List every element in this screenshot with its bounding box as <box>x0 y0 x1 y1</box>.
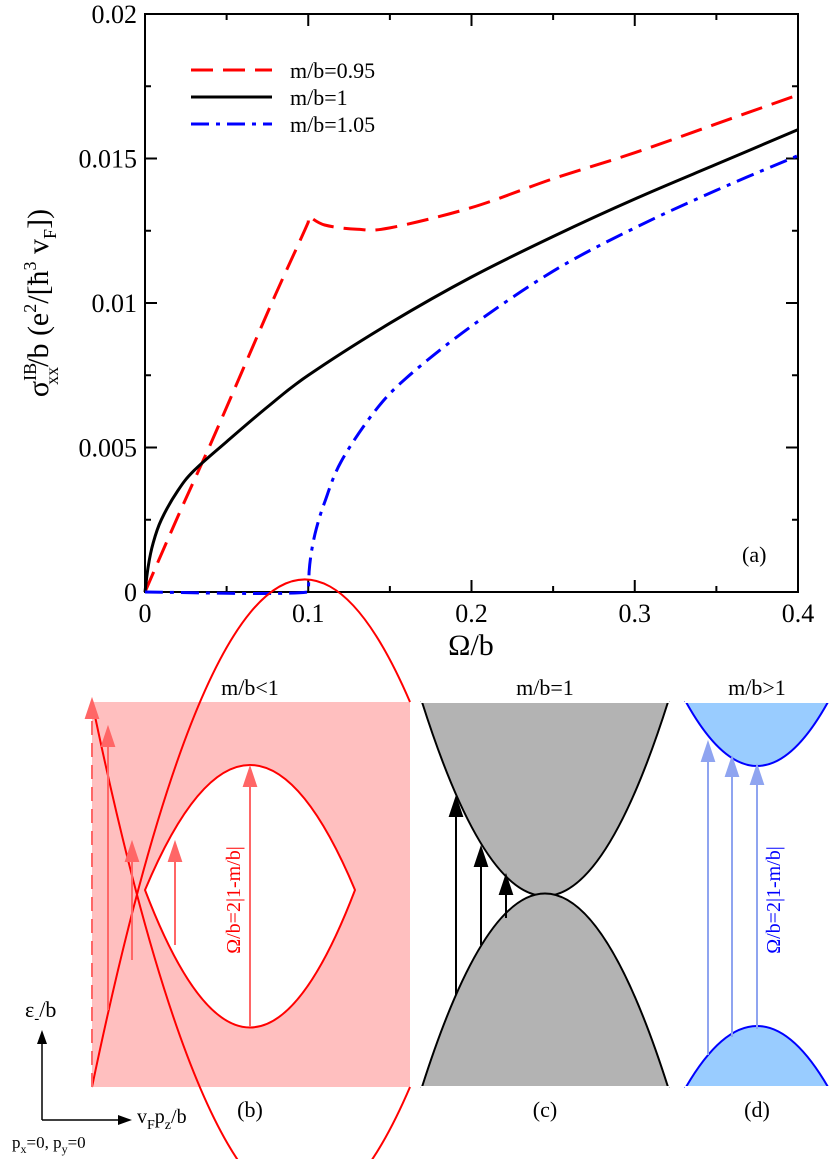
diagram-panel-d: m/b>1 Ω/b=2|1-m/b| (d) <box>684 675 830 1122</box>
mask <box>685 1086 830 1089</box>
x-tick-label: 0.3 <box>619 599 652 628</box>
panel-d-title: m/b>1 <box>728 675 786 700</box>
panel-b-label: (b) <box>237 1097 263 1122</box>
plot-frame <box>144 13 799 593</box>
arrowhead <box>124 839 140 862</box>
arrowhead <box>498 872 514 895</box>
panel-label-a: (a) <box>742 542 766 567</box>
arrowhead <box>118 1115 132 1125</box>
x-tick-label: 0 <box>139 599 152 628</box>
legend-label: m/b=1 <box>290 85 348 110</box>
legend-label: m/b=0.95 <box>290 58 375 83</box>
transition-arrows-b <box>84 696 258 1087</box>
diagram-panel-c: m/b=1 (c) <box>420 675 670 1122</box>
panel-d-arrow-label: Ω/b=2|1-m/b| <box>763 846 785 953</box>
x-tick-label: 0.1 <box>292 599 325 628</box>
y-tick-label: 0 <box>124 578 137 607</box>
arrowhead <box>242 764 258 787</box>
lower-band <box>684 1025 830 1088</box>
upper-band <box>420 701 670 897</box>
arrowhead <box>473 844 489 867</box>
energy-axis-label: ε-/b <box>25 997 56 1027</box>
arrowhead <box>84 696 100 719</box>
momentum-axis-label: vFpz/b <box>137 1106 187 1133</box>
series-line-2 <box>143 128 799 593</box>
arrowhead <box>100 724 116 747</box>
y-tick-label: 0.005 <box>79 434 138 463</box>
x-tick-label: 0.4 <box>782 599 815 628</box>
mask <box>421 1086 669 1089</box>
panel-c-title: m/b=1 <box>516 675 574 700</box>
arrowhead <box>700 739 716 762</box>
series-layer <box>143 93 799 596</box>
axis-ticks: 0 0.1 0.2 0.3 0.4 0 0.005 0.01 0.015 0.02 <box>79 0 815 628</box>
transition-arrows-d <box>700 739 765 1055</box>
arrowhead <box>724 754 740 777</box>
band-upper-left-to-right <box>91 578 411 1088</box>
arrowhead <box>37 1030 47 1044</box>
y-tick-label: 0.02 <box>92 0 138 29</box>
upper-band <box>684 701 830 767</box>
lower-band <box>420 892 670 1088</box>
diagram-panel-b: m/b<1 Ω/b=2|1-m/b| (b) <box>84 578 411 1159</box>
series-line-1 <box>143 93 799 593</box>
mask <box>685 700 830 703</box>
x-axis-label: Ω/b <box>448 629 494 662</box>
panel-b-arrow-label: Ω/b=2|1-m/b| <box>223 846 245 953</box>
legend: m/b=0.95m/b=1m/b=1.05 <box>191 58 375 137</box>
y-axis-label: σIB xx/b (e2/[ħ3 vF]) <box>20 209 62 397</box>
legend-label: m/b=1.05 <box>290 112 375 137</box>
x-tick-label: 0.2 <box>455 599 488 628</box>
arrowhead <box>167 839 183 862</box>
y-tick-label: 0.01 <box>92 289 138 318</box>
transition-arrows-c <box>448 794 514 995</box>
arrowhead <box>448 794 464 817</box>
diagram-axes: ε-/b vFpz/b px=0, py=0 <box>12 997 187 1156</box>
panel-d-label: (d) <box>744 1097 770 1122</box>
chart-panel-a: 0 0.1 0.2 0.3 0.4 0 0.005 0.01 0.015 0.02 m/b=0.9… <box>20 0 814 662</box>
panel-c-label: (c) <box>533 1097 557 1122</box>
band-lower-left-to-right <box>91 701 411 1159</box>
series-line-3 <box>144 154 799 596</box>
mask <box>421 700 669 703</box>
arrowhead <box>749 762 765 785</box>
y-tick-label: 0.015 <box>79 145 138 174</box>
momentum-condition-note: px=0, py=0 <box>12 1133 86 1156</box>
panel-b-title: m/b<1 <box>221 675 279 700</box>
